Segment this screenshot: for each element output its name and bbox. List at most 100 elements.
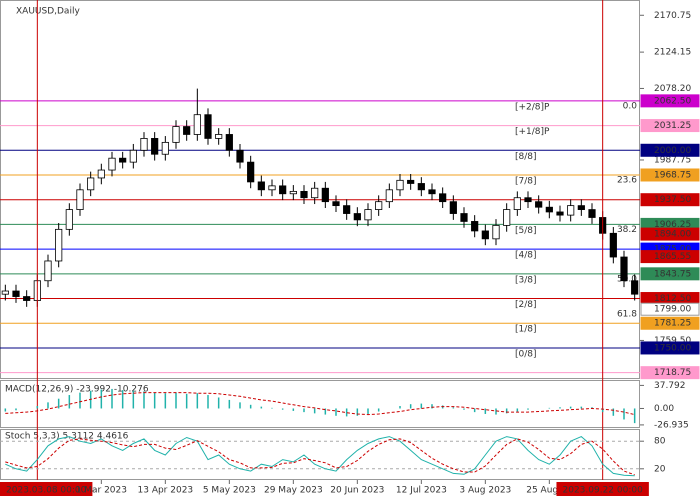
candle-body	[119, 157, 127, 163]
candle-body	[460, 213, 468, 222]
candle-body	[577, 205, 585, 210]
candle-body	[225, 134, 233, 151]
price-label: 1718.75	[654, 368, 691, 378]
candle-body	[23, 296, 31, 301]
price-panel	[0, 0, 640, 379]
candle-body	[311, 187, 319, 199]
date-marker-label: 2023.03.08 00:00	[6, 486, 87, 496]
y-tick-label: 0.00	[654, 404, 674, 414]
price-label-box	[640, 341, 700, 355]
price-label-box	[640, 302, 700, 316]
level-tag: [8/8]	[515, 152, 537, 162]
candle-body	[449, 201, 457, 214]
candle-body	[375, 201, 383, 210]
candle-body	[97, 169, 105, 179]
price-label: 1812.50	[654, 294, 691, 304]
x-tick-label: 3 Aug 2023	[459, 486, 511, 496]
candle-body	[129, 149, 137, 163]
y-tick-label: 80	[654, 437, 666, 447]
candle-body	[215, 134, 223, 139]
macd-signal	[5, 392, 635, 416]
date-marker-label: 2023.09.22 00:00	[563, 486, 644, 496]
macd-panel	[0, 380, 640, 428]
candle-body	[140, 138, 148, 151]
x-tick-label: 1 Mar 2023	[76, 486, 127, 496]
candle-body	[65, 209, 73, 230]
candle-body	[87, 177, 95, 191]
stoch-main	[5, 436, 635, 477]
candle-body	[55, 228, 63, 262]
candle-body	[332, 201, 340, 207]
candle-body	[620, 256, 628, 282]
candle-body	[76, 189, 84, 210]
price-label: 1865.55	[654, 252, 691, 262]
candle-body	[513, 197, 521, 210]
candle-body	[385, 189, 393, 203]
fib-label: 38.2	[617, 225, 637, 235]
price-label: 1843.75	[654, 269, 691, 279]
candle-body	[289, 190, 297, 195]
x-tick-label: 29 May 2023	[264, 486, 323, 496]
price-label-box	[640, 143, 700, 157]
macd-title: MACD(12,26,9) -23.992 -10.276	[5, 385, 149, 395]
candle-body	[300, 190, 308, 199]
y-tick-label: 2124.15	[654, 48, 691, 58]
candle-body	[609, 232, 617, 258]
candle-body	[503, 209, 511, 226]
candle-body	[481, 230, 489, 240]
level-tag: [3/8]	[515, 275, 537, 285]
price-label: 2031.25	[654, 121, 691, 131]
candle-body	[428, 189, 436, 195]
date-marker-box	[556, 482, 649, 496]
candle-body	[236, 149, 244, 163]
candle-body	[204, 114, 212, 139]
price-label: 1799.00	[654, 305, 691, 315]
level-tag: [4/8]	[515, 251, 537, 261]
fib-label: 23.6	[617, 175, 637, 185]
candle-body	[279, 185, 287, 195]
stoch-panel	[0, 429, 640, 480]
chart-title: XAUUSD,Daily	[16, 7, 80, 17]
y-tick-label: 1759.50	[654, 336, 691, 346]
y-tick-label: 1987.75	[654, 155, 691, 165]
candle-body	[268, 185, 276, 191]
candle-body	[492, 224, 500, 240]
x-tick-label: 20 Jun 2023	[330, 486, 384, 496]
candle-body	[439, 193, 447, 203]
date-marker-box	[0, 482, 93, 496]
y-tick-label: 37.792	[654, 381, 686, 391]
y-tick-label: -26.935	[654, 420, 689, 430]
price-label-box	[640, 227, 700, 241]
candle-body	[535, 201, 543, 208]
candle-body	[321, 187, 329, 203]
candle-body	[588, 209, 596, 218]
level-tag: [2/8]	[515, 300, 537, 310]
price-label: 2062.50	[654, 96, 691, 106]
price-label: 1894.00	[654, 230, 691, 240]
price-label-box	[640, 119, 700, 133]
candle-body	[545, 206, 553, 213]
price-label-box	[640, 366, 700, 380]
candle-body	[343, 205, 351, 214]
x-tick-label: 12 Jul 2023	[396, 486, 447, 496]
price-label: 1875.00	[654, 245, 691, 255]
candle-body	[108, 157, 116, 171]
candle-body	[193, 114, 201, 135]
candle-body	[353, 213, 361, 221]
candle-body	[567, 205, 575, 216]
y-tick-label: 2078.20	[654, 84, 691, 94]
level-tag: [5/8]	[515, 226, 537, 236]
price-label-box	[640, 94, 700, 108]
price-label-box	[640, 250, 700, 264]
price-label: 1937.50	[654, 195, 691, 205]
x-tick-label: 25 Aug 20	[526, 486, 572, 496]
x-tick-label: 5 May 2023	[203, 486, 256, 496]
candle-body	[1, 290, 9, 295]
price-label: 1750.00	[654, 343, 691, 353]
level-tag: [+1/8]P	[515, 127, 550, 137]
candle-body	[44, 260, 52, 282]
candle-body	[417, 183, 425, 191]
price-label: 1906.25	[654, 220, 691, 230]
price-label: 1968.75	[654, 170, 691, 180]
